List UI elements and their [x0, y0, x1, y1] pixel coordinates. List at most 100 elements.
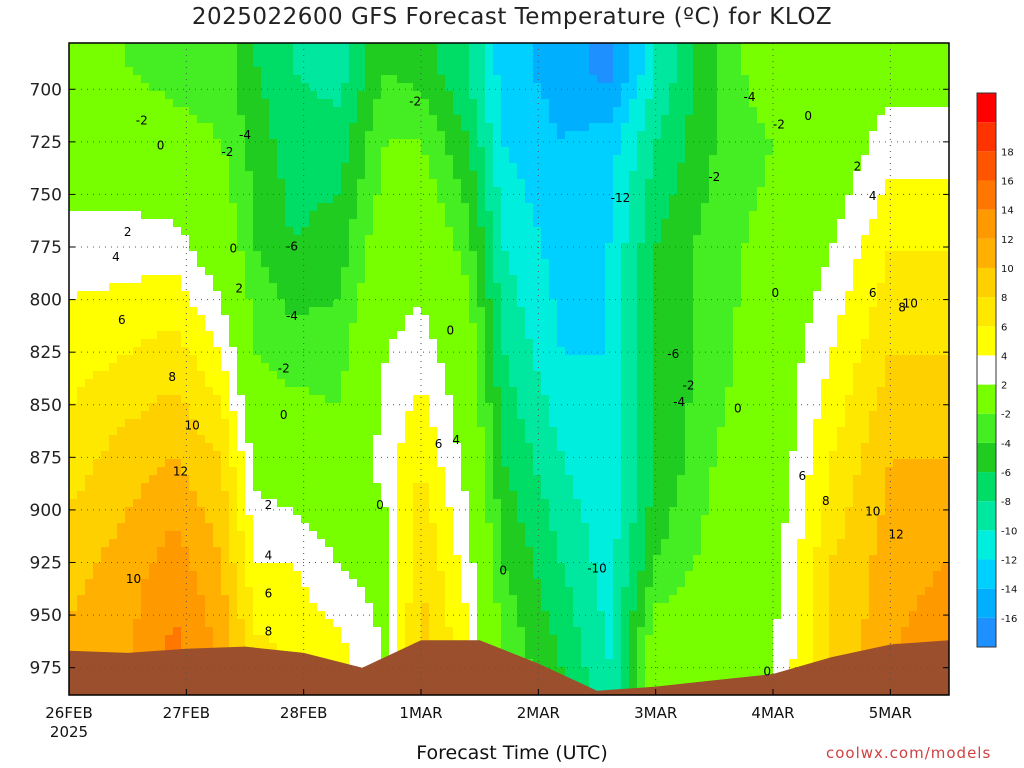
- field-cell: [293, 427, 301, 435]
- field-cell: [445, 547, 453, 555]
- field-cell: [389, 291, 397, 299]
- field-cell: [549, 411, 557, 419]
- field-cell: [309, 371, 317, 379]
- field-cell: [389, 379, 397, 387]
- field-cell: [493, 467, 501, 475]
- field-cell: [125, 419, 133, 427]
- field-cell: [397, 635, 405, 643]
- field-cell: [445, 403, 453, 411]
- field-cell: [245, 99, 253, 107]
- field-cell: [485, 59, 493, 67]
- field-cell: [245, 371, 253, 379]
- field-cell: [485, 411, 493, 419]
- field-cell: [549, 507, 557, 515]
- field-cell: [357, 451, 365, 459]
- field-cell: [93, 267, 101, 275]
- field-cell: [221, 403, 229, 411]
- field-cell: [357, 131, 365, 139]
- field-cell: [213, 443, 221, 451]
- field-cell: [229, 387, 237, 395]
- field-cell: [349, 43, 357, 51]
- field-cell: [149, 307, 157, 315]
- field-cell: [101, 443, 109, 451]
- field-cell: [501, 107, 509, 115]
- field-cell: [237, 403, 245, 411]
- field-cell: [317, 227, 325, 235]
- field-cell: [77, 563, 85, 571]
- field-cell: [549, 243, 557, 251]
- field-cell: [125, 83, 133, 91]
- field-cell: [125, 555, 133, 563]
- field-cell: [365, 499, 373, 507]
- field-cell: [421, 395, 429, 403]
- field-cell: [461, 115, 469, 123]
- field-cell: [341, 563, 349, 571]
- field-cell: [93, 195, 101, 203]
- field-cell: [237, 155, 245, 163]
- field-cell: [493, 139, 501, 147]
- field-cell: [437, 595, 445, 603]
- field-cell: [397, 555, 405, 563]
- field-cell: [509, 275, 517, 283]
- field-cell: [213, 147, 221, 155]
- field-cell: [149, 347, 157, 355]
- field-cell: [437, 547, 445, 555]
- field-cell: [453, 211, 461, 219]
- field-cell: [173, 291, 181, 299]
- field-cell: [309, 195, 317, 203]
- field-cell: [461, 579, 469, 587]
- field-cell: [133, 531, 141, 539]
- field-cell: [253, 347, 261, 355]
- field-cell: [429, 603, 437, 611]
- field-cell: [277, 539, 285, 547]
- field-cell: [389, 251, 397, 259]
- field-cell: [381, 155, 389, 163]
- field-cell: [85, 643, 93, 651]
- field-cell: [341, 363, 349, 371]
- field-cell: [461, 339, 469, 347]
- field-cell: [229, 251, 237, 259]
- field-cell: [541, 283, 549, 291]
- field-cell: [245, 475, 253, 483]
- field-cell: [165, 555, 173, 563]
- field-cell: [93, 379, 101, 387]
- field-cell: [381, 323, 389, 331]
- field-cell: [293, 251, 301, 259]
- field-cell: [509, 67, 517, 75]
- field-cell: [205, 563, 213, 571]
- field-cell: [349, 139, 357, 147]
- field-cell: [373, 67, 381, 75]
- field-cell: [317, 491, 325, 499]
- field-cell: [141, 539, 149, 547]
- field-cell: [133, 555, 141, 563]
- field-cell: [117, 307, 125, 315]
- field-cell: [205, 459, 213, 467]
- field-cell: [133, 307, 141, 315]
- field-cell: [205, 267, 213, 275]
- field-cell: [381, 459, 389, 467]
- field-cell: [493, 611, 501, 619]
- field-cell: [365, 203, 373, 211]
- field-cell: [349, 515, 357, 523]
- field-cell: [309, 571, 317, 579]
- field-cell: [445, 443, 453, 451]
- field-cell: [285, 235, 293, 243]
- field-cell: [253, 323, 261, 331]
- field-cell: [485, 547, 493, 555]
- field-cell: [429, 59, 437, 67]
- field-cell: [525, 579, 533, 587]
- field-cell: [93, 595, 101, 603]
- field-cell: [173, 443, 181, 451]
- field-cell: [205, 147, 213, 155]
- field-cell: [237, 427, 245, 435]
- field-cell: [101, 379, 109, 387]
- field-cell: [501, 635, 509, 643]
- field-cell: [221, 515, 229, 523]
- field-cell: [221, 163, 229, 171]
- field-cell: [461, 131, 469, 139]
- field-cell: [309, 171, 317, 179]
- field-cell: [469, 395, 477, 403]
- field-cell: [509, 339, 517, 347]
- field-cell: [453, 203, 461, 211]
- field-cell: [381, 67, 389, 75]
